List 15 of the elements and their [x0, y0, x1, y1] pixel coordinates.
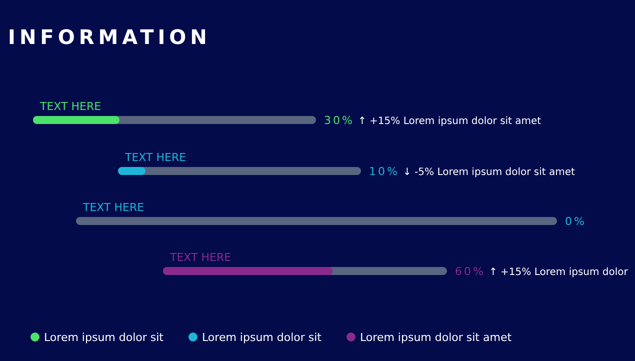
- text: ↑ +15% Lorem ipsum dolor sit amet: [358, 116, 542, 127]
- text: ↑ +15% Lorem ipsum dolor: [489, 267, 629, 278]
- category-label: TEXT HERE: [82, 201, 144, 214]
- category-label: TEXT HERE: [39, 100, 102, 113]
- category-label: TEXT HERE: [169, 251, 232, 264]
- data-label: 10%: [369, 165, 400, 178]
- text: ↓ -5% Lorem ipsum dolor sit amet: [403, 167, 576, 178]
- legend-label: Lorem ipsum dolor sit: [202, 331, 322, 344]
- data-label: 30%: [324, 114, 354, 127]
- legend-label: Lorem ipsum dolor sit amet: [360, 331, 512, 344]
- data-label: 0%: [565, 215, 586, 228]
- data-label: 60%: [455, 265, 486, 278]
- legend-label: Lorem ipsum dolor sit: [44, 331, 164, 344]
- text: INFORMATION: [8, 25, 211, 49]
- category-label: TEXT HERE: [124, 151, 186, 164]
